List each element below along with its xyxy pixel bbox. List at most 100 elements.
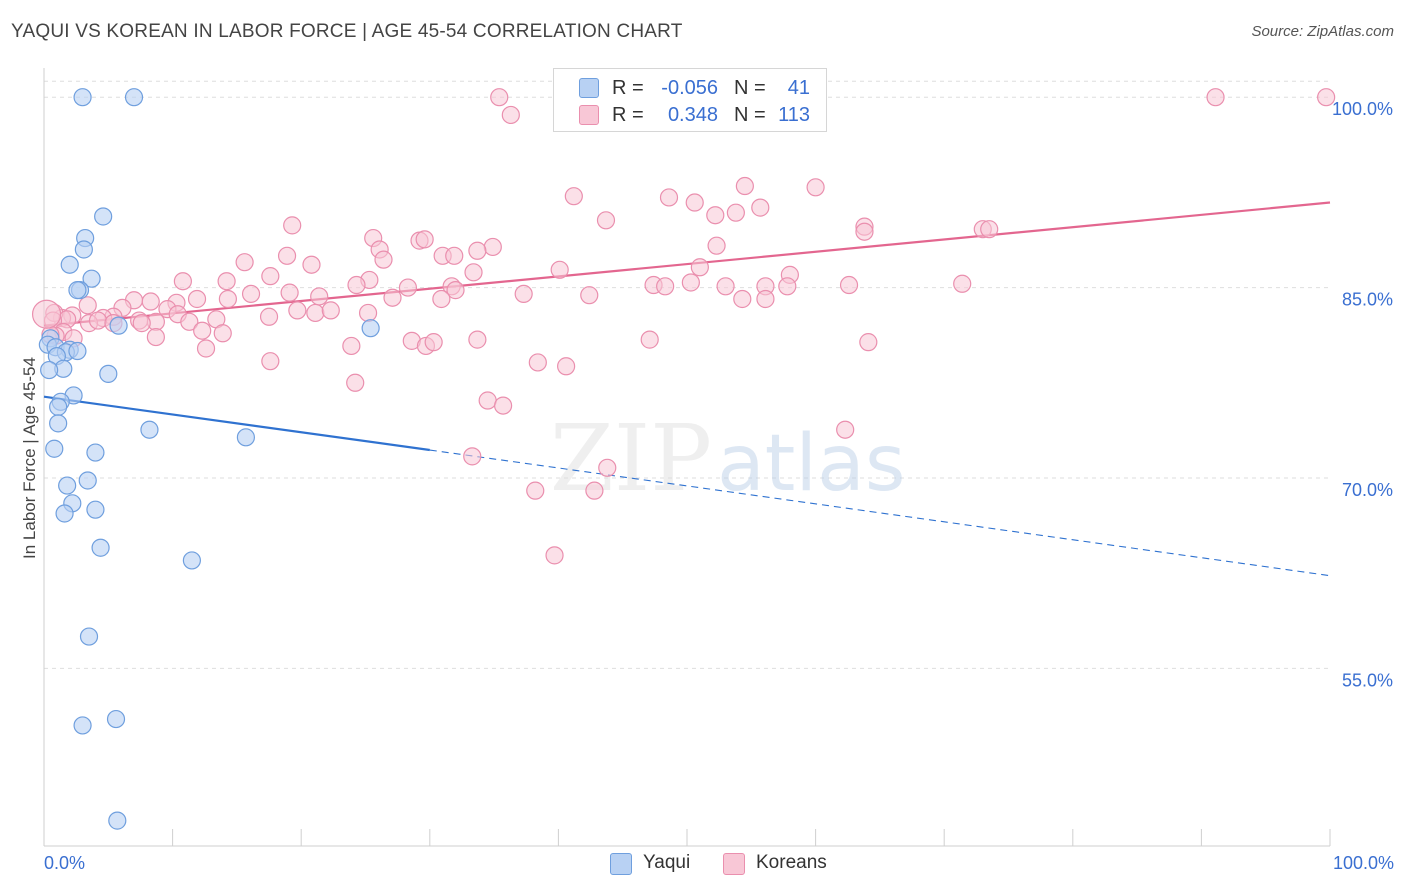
yaqui-r-value: -0.056 [661,77,718,99]
korean-point [596,211,616,230]
korean-point [277,246,297,265]
korean-point [855,222,874,241]
korean-point [347,275,366,295]
yaqui-point [140,420,159,439]
korean-point [490,88,509,107]
yaqui-point [68,281,87,300]
korean-r-label: R = [612,104,644,126]
korean-point [953,274,972,293]
legend-yaqui-swatch [610,853,632,875]
korean-point [358,303,378,323]
korean-point [193,321,212,340]
korean-point [432,289,451,309]
korean-point [494,396,513,415]
korean-point [306,303,325,323]
korean-point [132,314,151,333]
yaqui-point [106,709,126,729]
yaqui-point [68,341,87,361]
korean-point [751,198,770,217]
korean-point [514,284,533,304]
korean-point [557,357,576,376]
korean-point [261,352,280,371]
yaqui-point [236,428,256,447]
yaqui-point [182,551,201,570]
yaqui-r-label: R = [612,77,644,99]
korean-point [839,275,859,295]
korean-point [1317,88,1336,107]
korean-point [545,546,564,565]
korean-point [415,230,434,249]
korean-point [726,203,745,222]
y-tick-label: 55.0% [1342,670,1393,690]
yaqui-trend-line [43,395,430,452]
korean-point [528,353,547,372]
legend-koreans-label: Koreans [756,852,827,873]
korean-point [659,188,679,207]
korean-point [187,289,207,309]
korean-point [261,267,280,286]
korean-point [321,301,340,320]
korean-r-value: 0.348 [667,104,718,126]
yaqui-trend-extension [429,449,1331,577]
korean-point [235,253,254,272]
yaqui-point [55,504,74,523]
korean-point [716,277,735,296]
korean-point [690,258,709,277]
yaqui-point [99,364,118,383]
stats-row-yaqui: R = -0.056 N = 41 [554,74,826,100]
korean-point [302,255,321,274]
korean-point [446,281,465,300]
korean-point [283,216,302,235]
korean-point [656,277,675,296]
yaqui-point [82,269,101,288]
yaqui-point [109,316,128,335]
yaqui-point [74,240,93,259]
legend-yaqui-label: Yaqui [643,852,691,873]
yaqui-point [124,88,144,107]
korean-point [217,272,236,291]
korean-point [685,193,704,212]
korean-point [146,327,165,347]
korean-point [681,273,700,292]
korean-point [585,481,604,500]
y-axis-label: In Labor Force | Age 45-54 [20,357,39,559]
y-tick-label: 100.0% [1332,99,1393,119]
y-tick-label: 70.0% [1342,480,1393,500]
korean-point [141,292,160,311]
yaqui-point [361,319,380,338]
x-tick-label-max: 100.0% [1333,853,1394,873]
korean-point [580,286,599,305]
korean-point [424,333,443,352]
korean-point [213,324,232,343]
korean-point [445,246,464,265]
chart-title: YAQUI VS KOREAN IN LABOR FORCE | AGE 45-… [11,21,683,42]
yaqui-point [49,397,68,416]
korean-point [310,287,329,306]
trend-layer [43,201,1331,577]
korean-points [31,88,1336,565]
korean-n-value: 113 [778,104,810,126]
stats-row-koreans: R = 0.348 N = 113 [554,101,826,127]
yaqui-point [108,811,127,830]
korean-point [398,278,418,297]
korean-n-label: N = [734,104,766,126]
yaqui-point [60,255,79,274]
korean-point [241,284,261,304]
yaqui-point [45,439,64,458]
korean-point [707,236,726,255]
korean-point [173,272,192,291]
korean-point [836,420,855,439]
korean-point [288,301,307,320]
yaqui-swatch [579,78,599,98]
korean-point [463,447,482,466]
watermark-zip: ZIP [550,405,712,512]
x-tick-label-min: 0.0% [44,853,85,873]
korean-point [483,237,502,257]
yaqui-point [49,414,68,433]
korean-point [526,481,545,500]
yaqui-point [86,443,105,462]
yaqui-point [79,627,99,646]
yaqui-point [91,538,110,557]
korean-point [468,241,487,260]
